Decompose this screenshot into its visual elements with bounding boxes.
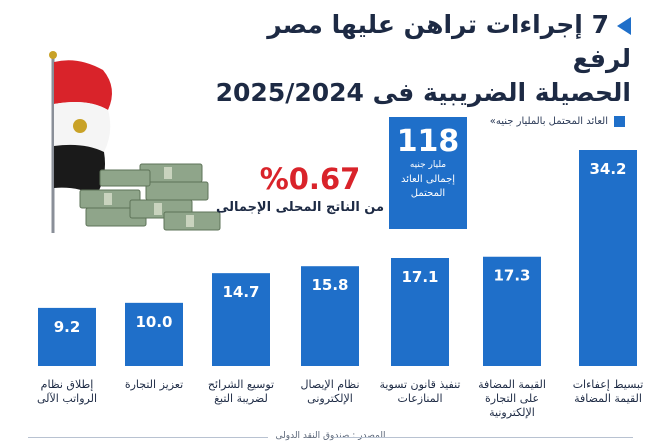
category-label: تعزيز التجارة: [124, 378, 184, 391]
bar-value-label: 34.2: [589, 160, 626, 178]
total-value: 118: [396, 124, 460, 159]
title-line-1: 7 إجراءات تراهن عليها مصر لرفع: [211, 8, 631, 76]
bar: [212, 273, 270, 366]
bar-value-label: 14.7: [222, 283, 259, 301]
source-note: المصدر : صندوق النقد الدولى: [0, 431, 661, 441]
bar-value-label: 9.2: [54, 318, 81, 336]
bar: [38, 307, 96, 366]
bar: [301, 266, 359, 366]
bar: [125, 302, 183, 366]
bar-value-label: 17.1: [401, 268, 438, 286]
source-text: المصدر : صندوق النقد الدولى: [275, 431, 386, 441]
bar-value-label: 15.8: [311, 276, 348, 294]
title-line-1-text: 7 إجراءات تراهن عليها مصر لرفع: [267, 10, 631, 73]
bar: [483, 256, 541, 366]
title-line-2: الحصيلة الضريبية فى 2025/2024: [215, 78, 631, 107]
total-callout: 118 مليار جنيه إجمالى العائد المحتمل: [389, 117, 467, 229]
bar: [391, 258, 449, 366]
total-label: إجمالى العائد المحتمل: [400, 174, 456, 199]
category-label: نظام الإيصال الإلكترونى: [300, 378, 360, 405]
gdp-share-value: %0.67: [259, 162, 361, 196]
category-label: تبسيط إعفاءات القيمة المضافة: [572, 378, 644, 405]
category-label: تنفيذ قانون تسوية المنازعات: [379, 378, 461, 405]
legend-swatch: [614, 116, 625, 127]
legend: العائد المحتمل بالمليار جنيه»: [490, 116, 625, 127]
total-unit: مليار جنيه: [409, 160, 447, 170]
title-arrow-icon: [617, 17, 631, 35]
category-label: إطلاق نظام الرواتب الآلى: [36, 378, 98, 405]
money-stacks-icon: [79, 163, 221, 231]
bar: [579, 150, 637, 366]
egypt-flag-icon: [49, 51, 112, 233]
chart-title: 7 إجراءات تراهن عليها مصر لرفع الحصيلة ا…: [211, 8, 631, 110]
category-label: توسيع الشرائح لضريبة التبغ: [207, 378, 275, 405]
gdp-share-label: من الناتج المحلى الإجمالى: [215, 200, 385, 215]
bar-value-label: 10.0: [135, 313, 172, 331]
bar-value-label: 17.3: [493, 267, 530, 285]
category-label: القيمة المضافة على التجارة الإلكترونية: [478, 378, 546, 419]
legend-label: العائد المحتمل بالمليار جنيه»: [489, 116, 608, 127]
